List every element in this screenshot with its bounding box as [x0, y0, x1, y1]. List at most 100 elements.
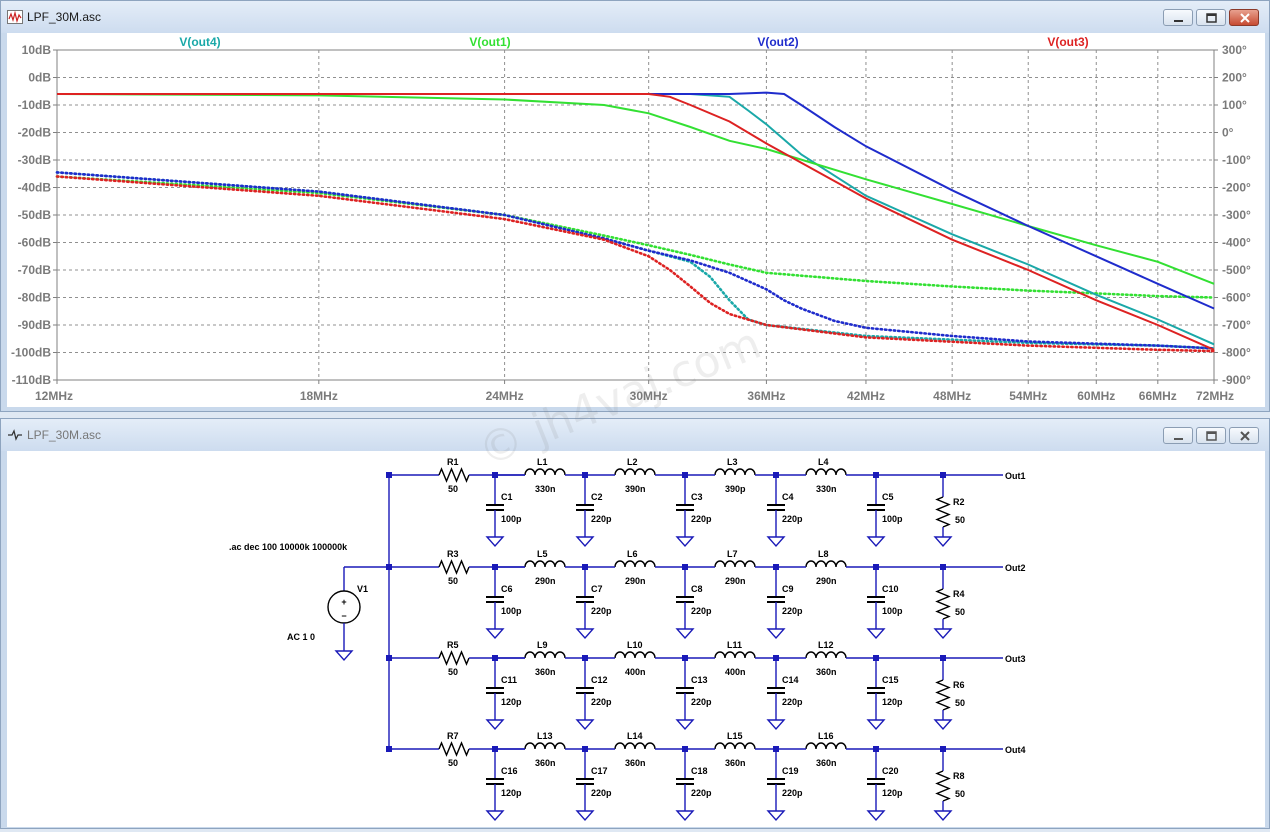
capacitor-value: 220p	[782, 697, 803, 707]
capacitor-value: 220p	[591, 606, 612, 616]
inductor	[714, 742, 756, 750]
capacitor-ref: C8	[691, 584, 703, 594]
y-right-tick-label: 200°	[1222, 71, 1247, 85]
schematic-window-title: LPF_30M.asc	[27, 428, 102, 442]
inductor-ref: L13	[537, 731, 553, 741]
resistor-value: 50	[448, 484, 458, 494]
waveform-window: LPF_30M.asc 12MHz 18MHz 24MHz 30MHz 36MHz 42M…	[0, 0, 1270, 412]
inductor-ref: L11	[727, 640, 742, 650]
phase-line	[55, 171, 1216, 350]
inductor-value: 360n	[535, 758, 556, 768]
inductor	[524, 468, 566, 476]
y-left-tick-label: 10dB	[22, 43, 52, 57]
minimize-button[interactable]	[1163, 9, 1193, 26]
plot-pane[interactable]: 12MHz 18MHz 24MHz 30MHz 36MHz 42MHz 48MHz 54MHz…	[7, 33, 1265, 407]
inductor	[524, 560, 566, 568]
ground-symbol	[933, 628, 953, 640]
waveform-titlebar[interactable]: LPF_30M.asc	[1, 1, 1269, 33]
capacitor-value: 220p	[691, 697, 712, 707]
schematic-canvas[interactable]: + − V1 AC 1 0 .ac dec 100 10000k 100000k R1 50…	[7, 451, 1265, 827]
capacitor-ref: C7	[591, 584, 603, 594]
capacitor-value: 120p	[501, 697, 522, 707]
x-tick-label: 30MHz	[630, 389, 668, 403]
output-net-label: Out1	[1005, 471, 1026, 481]
inductor-ref: L12	[818, 640, 834, 650]
close-button[interactable]	[1229, 427, 1259, 444]
waveform-icon	[7, 10, 23, 24]
x-tick-label: 24MHz	[486, 389, 524, 403]
inductor	[614, 651, 656, 659]
inductor-ref: L7	[727, 549, 738, 559]
y-left-tick-label: -40dB	[18, 181, 52, 195]
ground-symbol	[766, 719, 786, 731]
ground-symbol	[933, 536, 953, 548]
resistor	[438, 741, 470, 757]
x-tick-label: 60MHz	[1077, 389, 1115, 403]
capacitor-value: 120p	[501, 788, 522, 798]
resistor	[438, 559, 470, 575]
y-left-tick-label: -10dB	[18, 98, 52, 112]
ground-symbol	[485, 719, 505, 731]
series-title: V(out4)	[179, 35, 220, 49]
schematic-pane[interactable]: + − V1 AC 1 0 .ac dec 100 10000k 100000k R1 50…	[7, 451, 1265, 827]
restore-button[interactable]	[1196, 9, 1226, 26]
schematic-titlebar[interactable]: LPF_30M.asc	[1, 419, 1269, 451]
y-left-tick-label: -70dB	[18, 263, 52, 277]
inductor-value: 360n	[535, 667, 556, 677]
inductor-ref: L8	[818, 549, 829, 559]
x-tick-label: 12MHz	[35, 389, 73, 403]
capacitor-value: 100p	[501, 514, 522, 524]
y-right-tick-label: -200°	[1222, 181, 1251, 195]
ground-symbol	[866, 628, 886, 640]
capacitor-ref: C1	[501, 492, 513, 502]
magnitude-line	[57, 93, 1215, 351]
inductor-value: 400n	[725, 667, 746, 677]
source-minus: −	[341, 611, 346, 621]
inductor	[714, 651, 756, 659]
y-right-tick-label: -600°	[1222, 291, 1251, 305]
phase-line	[55, 175, 1216, 353]
inductor-ref: L1	[537, 457, 548, 467]
ground-symbol	[766, 810, 786, 822]
bode-plot[interactable]: 12MHz 18MHz 24MHz 30MHz 36MHz 42MHz 48MHz 54MHz…	[7, 33, 1265, 407]
capacitor-ref: C20	[882, 766, 899, 776]
ground-symbol	[933, 810, 953, 822]
magnitude-line	[56, 93, 1215, 285]
capacitor-value: 220p	[782, 788, 803, 798]
inductor	[805, 742, 847, 750]
capacitor-ref: C15	[882, 675, 899, 685]
inductor-value: 360n	[725, 758, 746, 768]
capacitor-value: 120p	[882, 697, 903, 707]
magnitude-line	[57, 91, 1215, 310]
close-icon	[1240, 13, 1250, 23]
inductor-ref: L10	[627, 640, 643, 650]
minimize-button[interactable]	[1163, 427, 1193, 444]
capacitor-ref: C13	[691, 675, 708, 685]
x-tick-label: 42MHz	[847, 389, 885, 403]
resistor-ref: R8	[953, 771, 965, 781]
phase-line	[55, 175, 1216, 299]
close-button[interactable]	[1229, 9, 1259, 26]
inductor	[805, 560, 847, 568]
capacitor-ref: C4	[782, 492, 794, 502]
inductor	[614, 560, 656, 568]
ground-symbol	[485, 536, 505, 548]
y-left-tick-label: -50dB	[18, 208, 52, 222]
output-net-label: Out2	[1005, 563, 1026, 573]
resistor-value: 50	[448, 576, 458, 586]
resistor-ref: R4	[953, 589, 965, 599]
restore-button[interactable]	[1196, 427, 1226, 444]
resistor	[935, 496, 951, 528]
inductor	[714, 560, 756, 568]
y-right-tick-label: -300°	[1222, 208, 1251, 222]
ground-symbol	[766, 536, 786, 548]
resistor-ref: R5	[447, 640, 459, 650]
ground-symbol	[575, 628, 595, 640]
ac-directive: .ac dec 100 10000k 100000k	[229, 542, 348, 552]
capacitor-ref: C2	[591, 492, 603, 502]
restore-icon	[1206, 431, 1217, 441]
y-left-tick-label: 0dB	[28, 71, 51, 85]
inductor-ref: L15	[727, 731, 743, 741]
resistor-value: 50	[448, 758, 458, 768]
resistor	[935, 679, 951, 711]
